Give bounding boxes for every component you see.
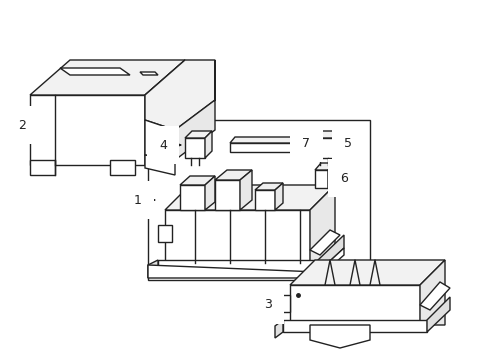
Polygon shape <box>309 325 369 348</box>
Polygon shape <box>314 163 333 170</box>
Polygon shape <box>148 120 369 280</box>
Polygon shape <box>240 170 251 210</box>
Text: 1: 1 <box>134 194 154 207</box>
Polygon shape <box>215 170 251 180</box>
Polygon shape <box>314 170 327 188</box>
Polygon shape <box>309 185 334 265</box>
Text: 6: 6 <box>337 171 347 185</box>
Polygon shape <box>110 160 135 175</box>
Polygon shape <box>426 297 449 332</box>
Polygon shape <box>254 183 283 190</box>
Polygon shape <box>158 260 317 272</box>
Polygon shape <box>314 138 332 158</box>
Polygon shape <box>148 248 343 278</box>
Polygon shape <box>314 131 339 138</box>
Polygon shape <box>274 295 289 312</box>
Polygon shape <box>289 260 444 285</box>
Polygon shape <box>204 176 215 210</box>
Polygon shape <box>145 120 175 160</box>
Polygon shape <box>145 155 175 175</box>
Polygon shape <box>30 95 145 165</box>
Polygon shape <box>294 137 299 152</box>
Polygon shape <box>289 285 419 325</box>
Polygon shape <box>30 60 184 95</box>
Polygon shape <box>309 230 339 255</box>
Polygon shape <box>145 60 184 165</box>
Text: 5: 5 <box>341 136 351 149</box>
Polygon shape <box>419 260 444 325</box>
Polygon shape <box>184 138 204 158</box>
Polygon shape <box>274 183 283 210</box>
Polygon shape <box>184 131 212 138</box>
Polygon shape <box>283 320 426 332</box>
Polygon shape <box>274 320 283 338</box>
Text: 7: 7 <box>301 136 309 149</box>
Polygon shape <box>419 282 449 310</box>
Polygon shape <box>164 210 309 265</box>
Polygon shape <box>254 190 274 210</box>
Text: 3: 3 <box>264 298 277 311</box>
Polygon shape <box>204 131 212 158</box>
Polygon shape <box>317 235 343 272</box>
Polygon shape <box>164 185 334 210</box>
Polygon shape <box>229 137 299 143</box>
Polygon shape <box>215 180 240 210</box>
Polygon shape <box>30 160 55 175</box>
Polygon shape <box>60 68 130 75</box>
Polygon shape <box>229 143 294 152</box>
Polygon shape <box>140 72 158 75</box>
Polygon shape <box>175 60 215 160</box>
Polygon shape <box>332 131 339 158</box>
Polygon shape <box>158 225 172 242</box>
Text: 4: 4 <box>159 139 180 152</box>
Polygon shape <box>148 260 158 278</box>
Polygon shape <box>145 60 215 130</box>
Polygon shape <box>327 163 333 188</box>
Polygon shape <box>180 176 215 185</box>
Polygon shape <box>180 185 204 210</box>
Text: 2: 2 <box>18 118 31 131</box>
